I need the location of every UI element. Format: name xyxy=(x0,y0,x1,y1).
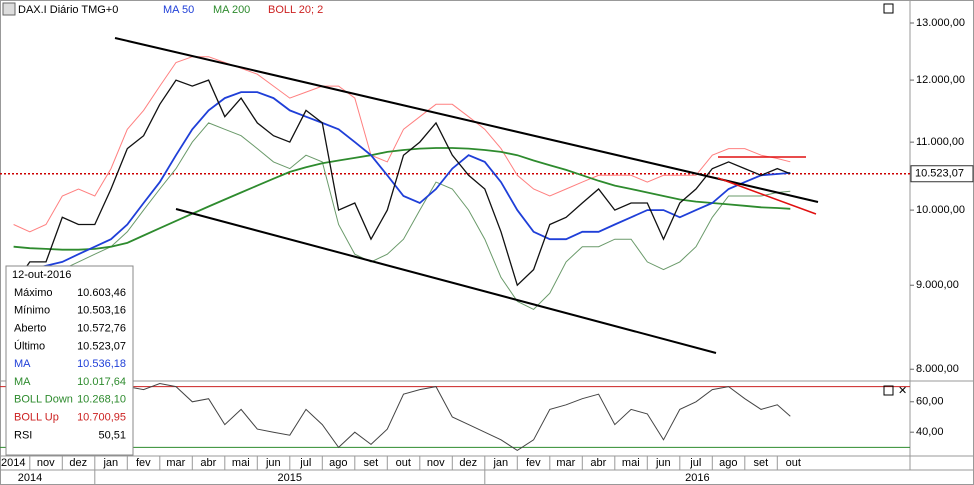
x-tick-label: abr xyxy=(200,457,216,469)
y-tick-label: 60,00 xyxy=(916,396,944,408)
x-tick-label: ago xyxy=(329,457,347,469)
info-value: 10.523,07 xyxy=(77,340,126,352)
chart-title: DAX.I Diário TMG+0 xyxy=(18,4,118,16)
x-tick-label: 2014 xyxy=(1,457,25,469)
x-tick-label: mar xyxy=(166,457,185,469)
info-label: MA xyxy=(14,376,31,388)
info-label: RSI xyxy=(14,429,32,441)
y-tick-label: 8.000,00 xyxy=(916,363,959,375)
x-tick-label: dez xyxy=(69,457,87,469)
x-tick-label: nov xyxy=(427,457,445,469)
x-tick-label: mai xyxy=(622,457,640,469)
legend-ma200[interactable]: MA 200 xyxy=(213,4,250,16)
trend-line xyxy=(114,37,819,203)
y-tick-label: 9.000,00 xyxy=(916,279,959,291)
series-line xyxy=(13,147,791,251)
info-label: BOLL Up xyxy=(14,412,59,424)
info-label: BOLL Down xyxy=(14,394,73,406)
x-tick-label: fev xyxy=(136,457,151,469)
info-value: 10.572,76 xyxy=(77,323,126,335)
x-tick-label: dez xyxy=(459,457,477,469)
info-value: 10.268,10 xyxy=(77,394,126,406)
info-date: 12-out-2016 xyxy=(12,269,71,281)
x-tick-label: jul xyxy=(689,457,701,469)
y-tick-label: 13.000,00 xyxy=(916,17,965,29)
x-tick-label: ago xyxy=(719,457,737,469)
legend-ma50[interactable]: MA 50 xyxy=(163,4,194,16)
series-line xyxy=(13,382,791,451)
info-value: 10.603,46 xyxy=(77,287,126,299)
last-price-box xyxy=(910,165,974,183)
plot xyxy=(0,56,910,451)
series-line xyxy=(13,91,791,271)
x-tick-label: out xyxy=(396,457,411,469)
year-label: 2016 xyxy=(685,472,709,484)
x-tick-label: jan xyxy=(492,457,508,469)
trend-line xyxy=(175,208,717,354)
info-label: Mínimo xyxy=(14,305,50,317)
info-value: 10.700,95 xyxy=(77,412,126,424)
x-tick-label: jun xyxy=(265,457,281,469)
x-tick-label: mai xyxy=(232,457,250,469)
info-label: Máximo xyxy=(14,287,53,299)
x-tick-label: fev xyxy=(526,457,541,469)
x-tick-label: jun xyxy=(655,457,671,469)
info-label: Aberto xyxy=(14,323,46,335)
x-tick-label: set xyxy=(363,457,378,469)
y-tick-label: 10.000,00 xyxy=(916,204,965,216)
x-tick-label: set xyxy=(753,457,768,469)
x-tick-label: jan xyxy=(102,457,118,469)
year-label: 2015 xyxy=(278,472,302,484)
y-tick-label: 12.000,00 xyxy=(916,74,965,86)
series-line xyxy=(13,79,791,287)
series-line xyxy=(13,56,791,233)
series-line xyxy=(13,122,791,311)
x-tick-label: nov xyxy=(37,457,55,469)
info-label: MA xyxy=(14,358,31,370)
info-label: Último xyxy=(14,339,45,352)
x-tick-label: jul xyxy=(299,457,311,469)
info-value: 10.017,64 xyxy=(77,376,126,388)
info-value: 10.536,18 xyxy=(77,358,126,370)
trend-line xyxy=(717,177,817,215)
info-value: 50,51 xyxy=(98,429,126,441)
maximize-button[interactable] xyxy=(883,385,894,396)
last-price-label: 10.523,07 xyxy=(915,168,964,180)
x-tick-label: out xyxy=(786,457,801,469)
legend-boll[interactable]: BOLL 20; 2 xyxy=(268,4,323,16)
info-box-bg xyxy=(5,265,134,456)
symbol-icon[interactable] xyxy=(2,2,16,16)
x-tick-label: mar xyxy=(556,457,575,469)
x-tick-label: abr xyxy=(590,457,606,469)
y-tick-label: 40,00 xyxy=(916,426,944,438)
info-value: 10.503,16 xyxy=(77,305,126,317)
close-button[interactable]: ✕ xyxy=(898,385,907,397)
y-tick-label: 11.000,00 xyxy=(916,136,964,148)
maximize-button[interactable] xyxy=(883,3,894,14)
year-label: 2014 xyxy=(18,472,42,484)
info-box: 12-out-2016 Máximo 10.603,46 Mínimo 10.503,… xyxy=(5,265,134,456)
